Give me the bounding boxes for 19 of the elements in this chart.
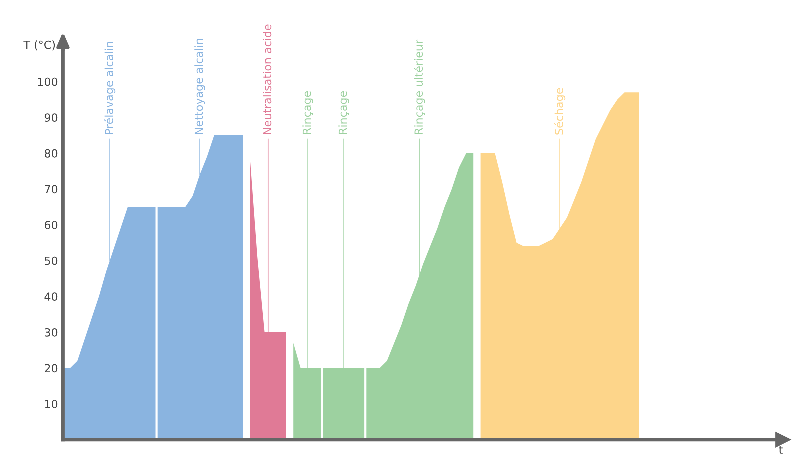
y-tick-label: 10 — [45, 400, 58, 408]
text: Neutralisation acide — [263, 24, 272, 134]
text: Rinçage — [302, 91, 314, 134]
y-tick-label: 70 — [45, 185, 58, 194]
text: Prélavage alcalin — [104, 42, 116, 134]
text: Rinçage ultérieur — [414, 40, 426, 134]
y-tick-label: 40 — [44, 292, 58, 302]
text: Séchage — [554, 88, 566, 135]
y-tick-label: 80 — [44, 149, 58, 158]
text: Nettoyage alcalin — [194, 38, 206, 134]
y-axis-title: T (°C) — [24, 40, 56, 51]
y-tick-label: 60 — [44, 221, 58, 230]
y-tick-label: 50 — [45, 256, 58, 266]
y-tick-label: 30 — [45, 328, 58, 337]
text: Rinçage — [338, 91, 350, 134]
x-axis-title: t — [779, 446, 783, 454]
y-tick-label: 100 — [38, 78, 58, 86]
y-tick-label: 20 — [45, 364, 58, 373]
y-tick-label: 90 — [44, 114, 58, 122]
